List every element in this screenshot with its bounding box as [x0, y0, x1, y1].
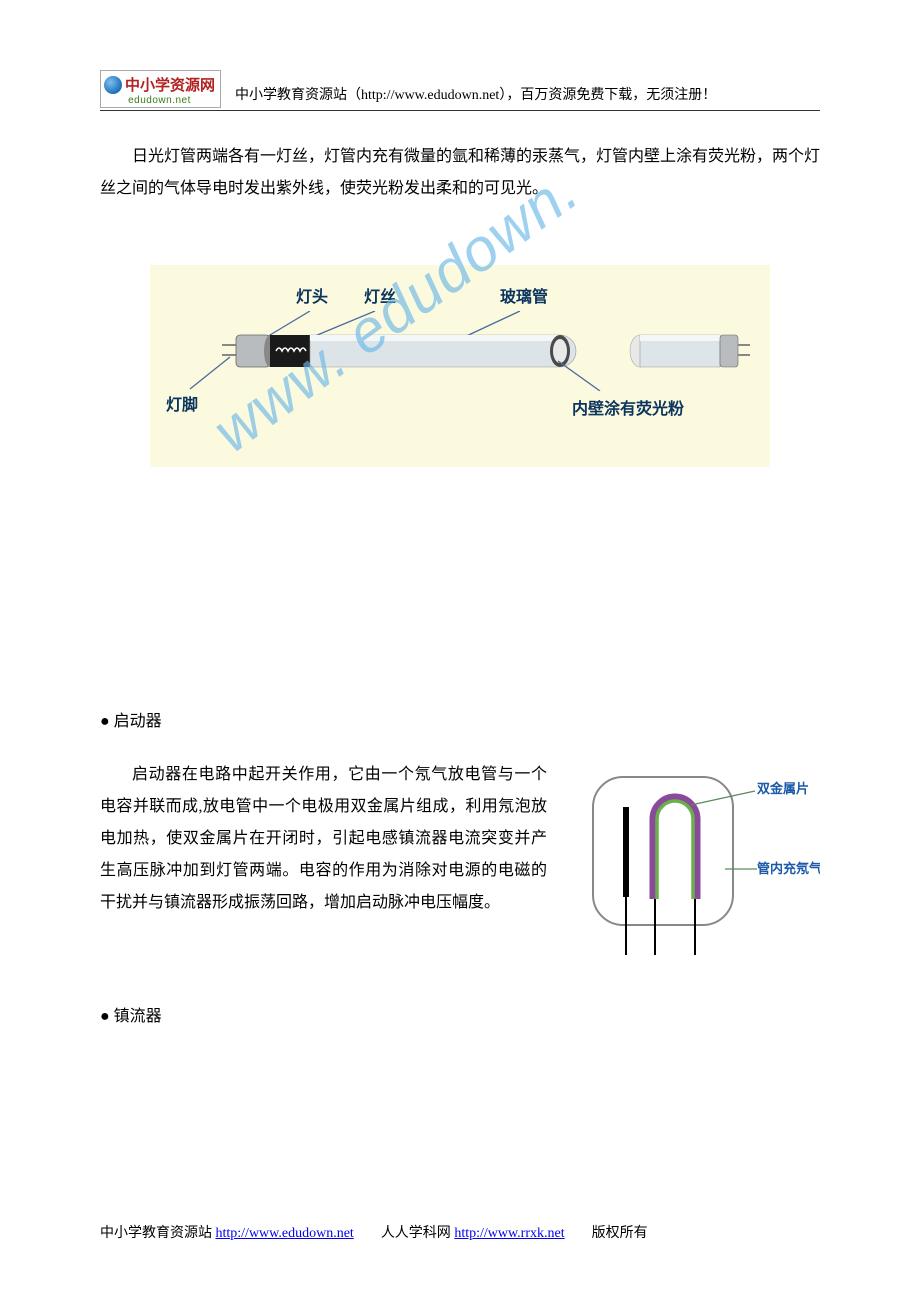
- logo-subtitle: edudown.net: [128, 95, 191, 106]
- label-phosphor: 内壁涂有荧光粉: [572, 395, 684, 419]
- label-lamp-pin: 灯脚: [166, 391, 198, 415]
- footer-link-1[interactable]: http://www.edudown.net: [216, 1226, 354, 1241]
- starter-paragraph: 启动器在电路中起开关作用，它由一个氖气放电管与一个电容并联而成,放电管中一个电极…: [100, 759, 547, 919]
- starter-diagram: 双金属片 管内充氖气: [575, 759, 820, 964]
- label-bimetal: 双金属片: [757, 781, 809, 796]
- starter-block: 启动器在电路中起开关作用，它由一个氖气放电管与一个电容并联而成,放电管中一个电极…: [100, 759, 820, 964]
- label-glass-tube: 玻璃管: [500, 283, 548, 307]
- intro-paragraph: 日光灯管两端各有一灯丝，灯管内充有微量的氩和稀薄的汞蒸气，灯管内壁上涂有荧光粉，…: [100, 141, 820, 205]
- footer-link-2[interactable]: http://www.rrxk.net: [454, 1226, 564, 1241]
- tube-bottom-labels: 灯脚 内壁涂有荧光粉: [160, 391, 760, 431]
- label-lamp-head: 灯头: [296, 283, 328, 307]
- header-tagline: 中小学教育资源站（http://www.edudown.net），百万资源免费下…: [231, 84, 820, 108]
- page-footer: 中小学教育资源站 http://www.edudown.net 人人学科网 ht…: [100, 1222, 820, 1242]
- bullet-icon: ● 启动器: [100, 713, 162, 730]
- fluorescent-tube-diagram: 灯头 灯丝 玻璃管: [150, 265, 770, 467]
- site-logo: 中小学资源网 edudown.net: [100, 70, 221, 108]
- logo-title: 中小学资源网: [125, 74, 215, 95]
- footer-text-2: 人人学科网: [381, 1226, 451, 1241]
- tube-top-labels: 灯头 灯丝 玻璃管: [160, 283, 760, 311]
- label-neon: 管内充氖气: [757, 861, 820, 876]
- globe-icon: [104, 76, 122, 94]
- label-filament: 灯丝: [364, 283, 396, 307]
- bullet-icon: ● 镇流器: [100, 1008, 162, 1025]
- footer-text-1: 中小学教育资源站: [100, 1226, 212, 1241]
- tube-svg: [160, 311, 760, 391]
- page-container: 中小学资源网 edudown.net 中小学教育资源站（http://www.e…: [0, 0, 920, 1086]
- starter-heading: ● 启动器: [100, 707, 820, 731]
- page-header: 中小学资源网 edudown.net 中小学教育资源站（http://www.e…: [100, 70, 820, 111]
- ballast-heading: ● 镇流器: [100, 1002, 820, 1026]
- footer-text-3: 版权所有: [592, 1226, 648, 1241]
